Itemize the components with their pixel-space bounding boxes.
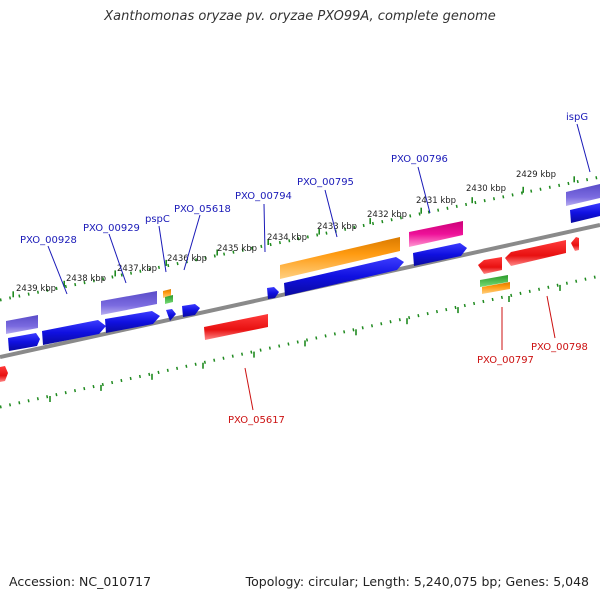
gene-arrow[interactable] [284, 257, 404, 296]
kbp-label: 2429 kbp [516, 170, 556, 180]
gene-arrow[interactable] [267, 287, 279, 299]
gene-arrow[interactable] [413, 243, 467, 266]
gene-arrow[interactable] [0, 366, 8, 382]
gene-arrow[interactable] [166, 309, 176, 321]
plus-strand-genes [6, 184, 600, 351]
gene-arrow[interactable] [182, 304, 200, 317]
gene-label[interactable]: ispG [566, 112, 588, 123]
gene-arrow[interactable] [105, 311, 160, 333]
kbp-label: 2437 kbp [117, 264, 157, 274]
gene-labels-plus: PXO_00928 PXO_00929 pspC PXO_05618 PXO_0… [20, 112, 588, 246]
kbp-label: 2439 kbp [16, 284, 56, 294]
gene-arrow[interactable] [570, 203, 600, 223]
gene-label[interactable]: pspC [145, 214, 170, 225]
gene-label[interactable]: PXO_00794 [235, 191, 292, 202]
minus-strand-genes [0, 237, 579, 382]
gene-feature[interactable] [163, 289, 171, 298]
gene-label[interactable]: PXO_00928 [20, 235, 77, 246]
gene-label[interactable]: PXO_00796 [391, 154, 448, 165]
tick-ruler-inner [0, 274, 600, 409]
gene-label[interactable]: PXO_00795 [297, 177, 354, 188]
gene-feature[interactable] [482, 282, 510, 294]
gene-label[interactable]: PXO_00797 [477, 355, 534, 366]
kbp-label: 2431 kbp [416, 196, 456, 206]
gene-labels-minus: PXO_05617 PXO_00797 PXO_00798 [228, 342, 588, 426]
kbp-label: 2438 kbp [66, 274, 106, 284]
gene-arrow[interactable] [8, 333, 40, 351]
gene-arrow[interactable] [571, 237, 579, 251]
gene-arrow[interactable] [204, 314, 268, 340]
gene-feature[interactable] [165, 295, 173, 304]
gene-label[interactable]: PXO_05617 [228, 415, 285, 426]
topology-text: Topology: circular; Length: 5,240,075 bp… [245, 574, 589, 589]
gene-label[interactable]: PXO_05618 [174, 204, 231, 215]
gene-arrow[interactable] [505, 240, 566, 266]
gene-feature[interactable] [409, 221, 463, 247]
kbp-label: 2434 kbp [267, 233, 307, 243]
kbp-label: 2433 kbp [317, 222, 357, 232]
gene-arrow[interactable] [478, 257, 502, 274]
gene-label[interactable]: PXO_00798 [531, 342, 588, 353]
gene-arrow[interactable] [42, 320, 106, 345]
gene-label[interactable]: PXO_00929 [83, 223, 140, 234]
kbp-label: 2430 kbp [466, 184, 506, 194]
gene-feature[interactable] [101, 291, 157, 315]
gene-feature[interactable] [280, 237, 400, 279]
gene-feature[interactable] [566, 184, 600, 206]
label-leader-lines [47, 123, 591, 411]
tick-ruler-outer [0, 175, 600, 302]
map-title: Xanthomonas oryzae pv. oryzae PXO99A, co… [104, 9, 496, 24]
accession-text: Accession: NC_010717 [9, 574, 152, 589]
kbp-label: 2432 kbp [367, 210, 407, 220]
gene-feature[interactable] [480, 275, 508, 287]
kbp-label: 2435 kbp [217, 244, 257, 254]
gene-feature[interactable] [6, 315, 38, 334]
